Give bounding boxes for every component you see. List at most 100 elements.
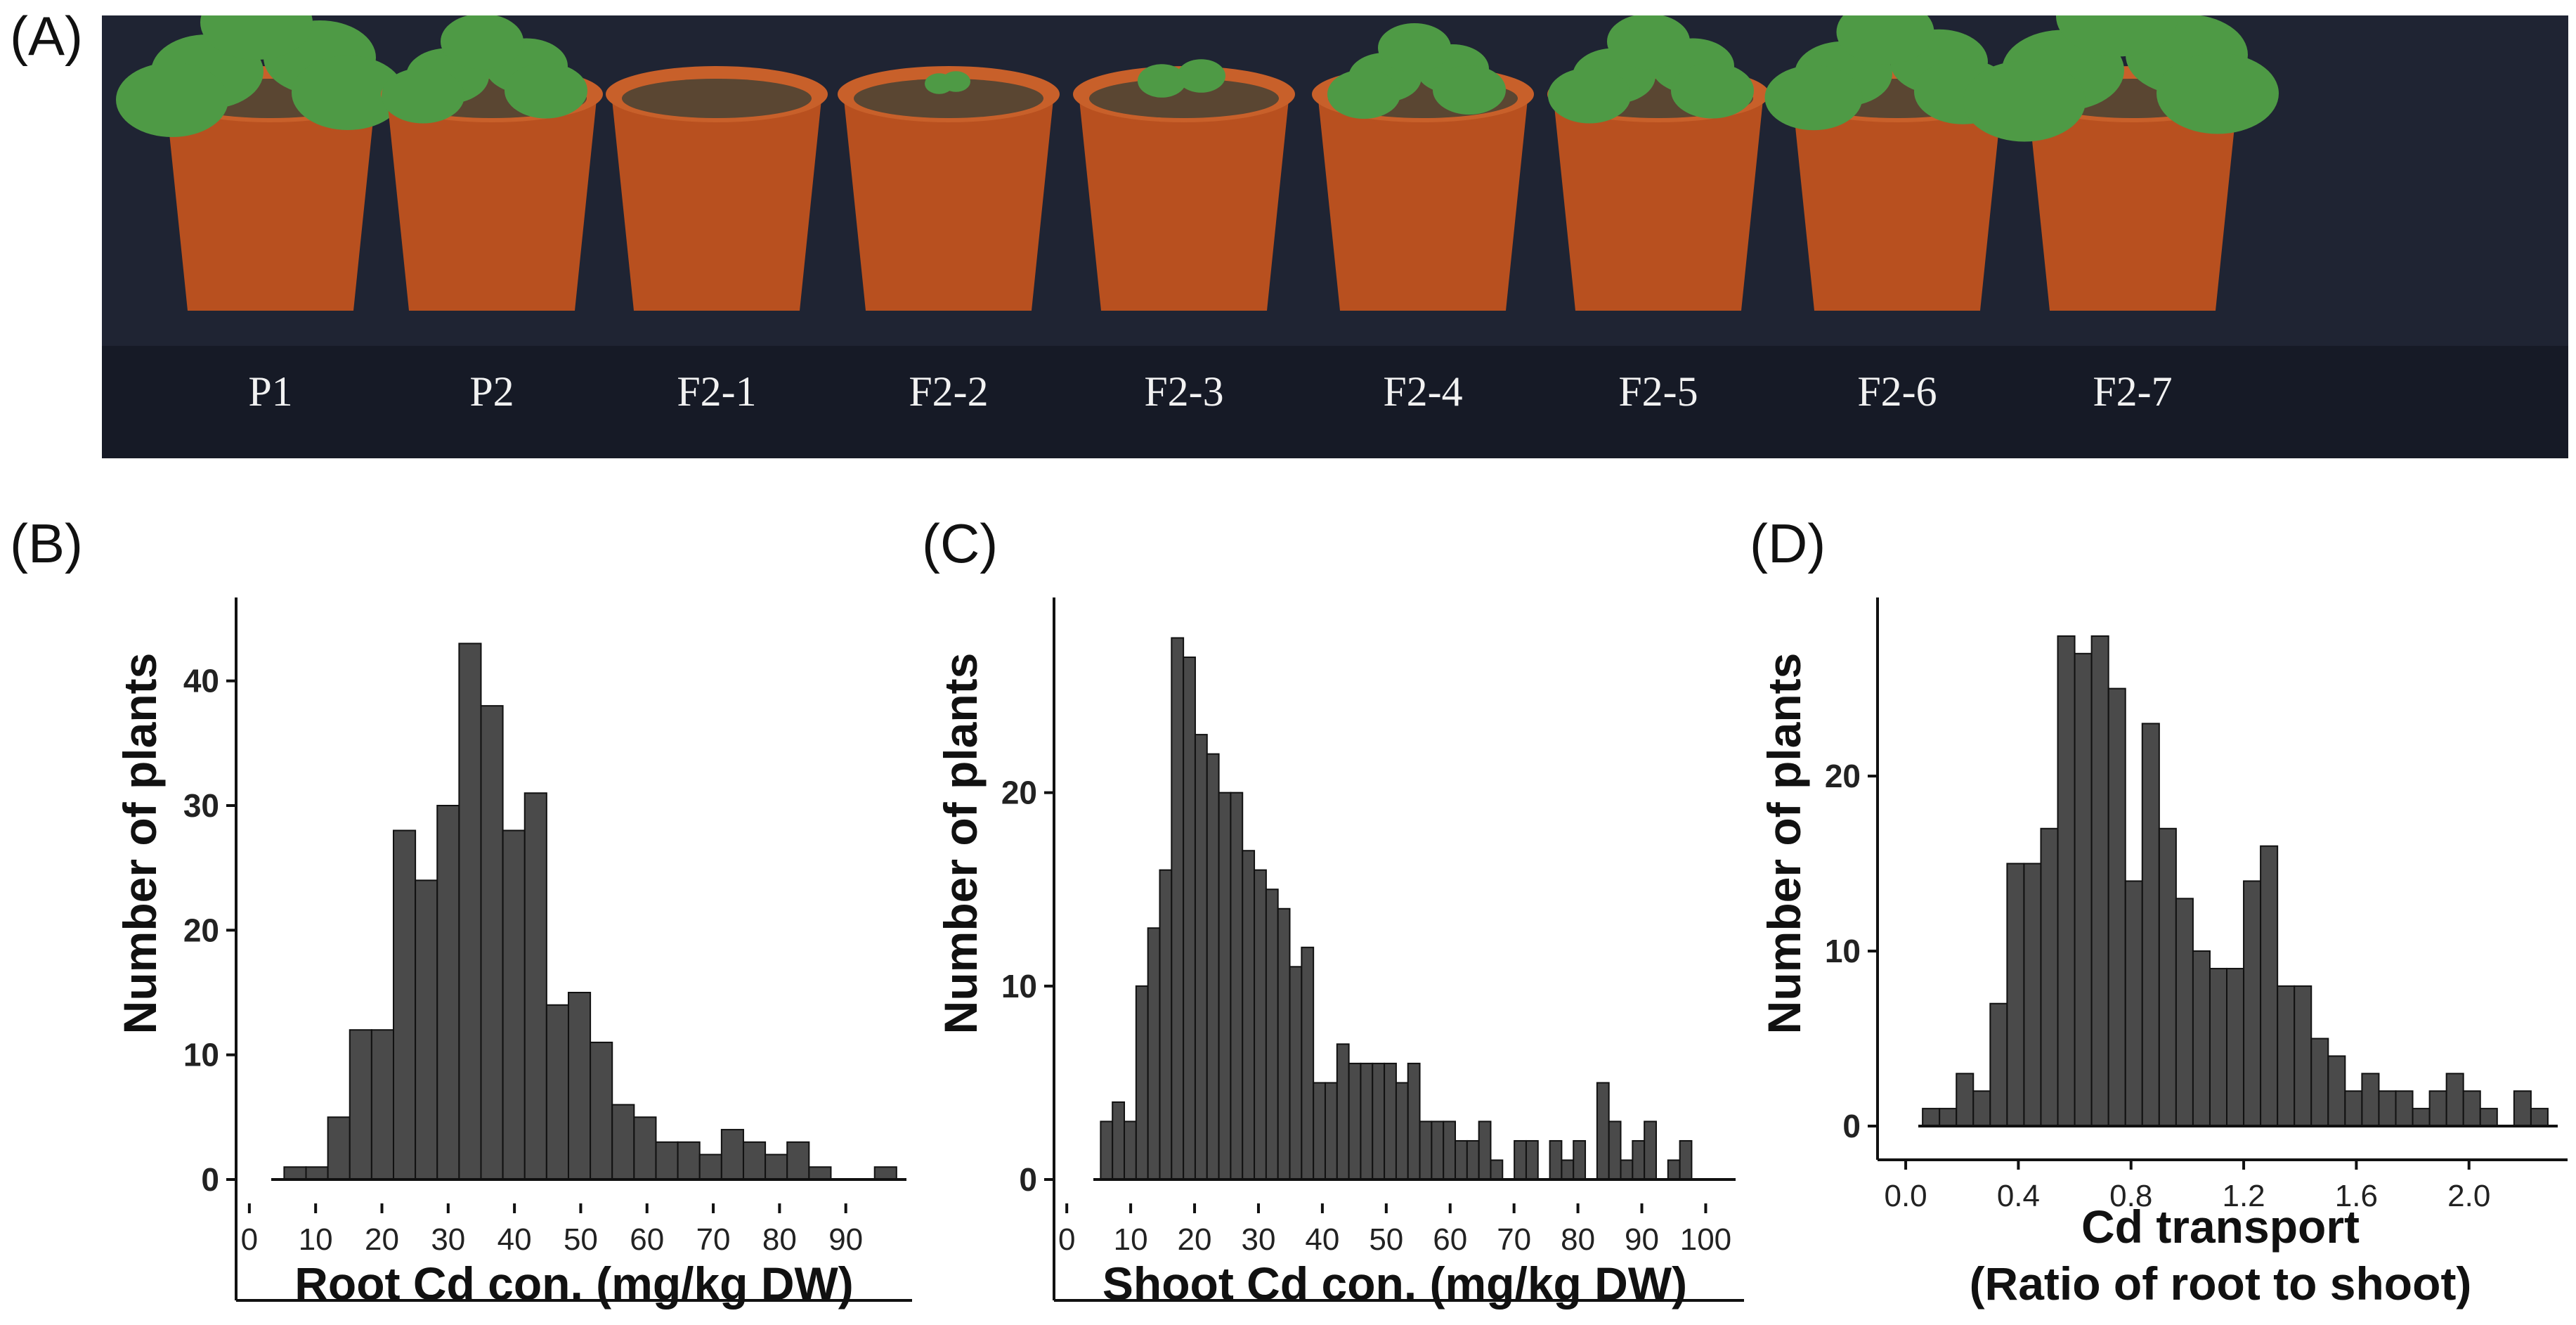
pot-body xyxy=(1318,93,1528,311)
histogram-bar xyxy=(611,1104,635,1180)
y-tick-label: 40 xyxy=(183,663,219,699)
histogram-bar xyxy=(1112,1101,1126,1180)
panel-label-d: (D) xyxy=(1750,512,1826,574)
y-tick-label: 10 xyxy=(1001,968,1037,1004)
pot-f2-7: F2-7 xyxy=(1963,15,2279,415)
histogram-bar xyxy=(590,1041,613,1181)
histogram-bar xyxy=(1254,869,1267,1180)
pot-f2-5: F2-5 xyxy=(1547,15,1769,415)
histogram-bar xyxy=(698,1153,722,1180)
histogram-bar xyxy=(1384,1062,1397,1181)
x-tick-label: 1.2 xyxy=(2222,1179,2265,1213)
histogram-bar xyxy=(2344,1090,2363,1127)
histogram-bar xyxy=(283,1166,307,1181)
histogram-bar xyxy=(2192,950,2211,1127)
ticks-root-cd: 0 10 20 30 40 50 60 70 80 90 0 10 20 30 40 xyxy=(183,663,863,1257)
histogram-bar xyxy=(327,1116,351,1181)
ticks-shoot-cd: 0 10 20 30 40 50 60 70 80 90 100 0 10 20 xyxy=(1001,775,1731,1257)
x-tick-label: 20 xyxy=(365,1222,399,1257)
histogram-shoot-cd: 0 10 20 30 40 50 60 70 80 90 100 0 10 20 Shoot Cd con… xyxy=(935,597,1744,1310)
plant-leaf xyxy=(1764,65,1863,131)
pot-soil xyxy=(622,79,812,118)
plant-pots-photo: P1 P2 F2-1 F2-2 F2-3 F2-4 F2-5 F2-6 F2-7 xyxy=(102,15,2568,458)
histogram-bar xyxy=(2040,827,2059,1127)
panel-label-a: (A) xyxy=(10,5,83,67)
histogram-bar xyxy=(2226,967,2245,1127)
x-tick-label: 0 xyxy=(1058,1222,1075,1257)
histogram-root-cd: 0 10 20 30 40 50 60 70 80 90 0 10 20 30 40 Root Cd con… xyxy=(114,597,912,1310)
histogram-bar xyxy=(545,1004,569,1180)
histogram-bar xyxy=(1972,1090,1991,1127)
y-axis-label-root-cd: Number of plants xyxy=(114,653,166,1035)
pot-body xyxy=(165,93,376,311)
histogram-bar xyxy=(2310,1038,2329,1127)
histogram-bar xyxy=(1431,1120,1445,1180)
x-tick-label: 60 xyxy=(1433,1222,1467,1257)
bars-cd-transport xyxy=(1922,635,2549,1127)
plant-leaf xyxy=(1671,63,1754,119)
histogram-bar xyxy=(1183,657,1196,1180)
pot-label: F2-6 xyxy=(1857,368,1937,415)
x-tick-label: 10 xyxy=(1114,1222,1148,1257)
histogram-bar xyxy=(1989,1002,2008,1127)
x-tick-label: 40 xyxy=(1305,1222,1339,1257)
histogram-bar xyxy=(2277,985,2296,1127)
histogram-bar xyxy=(1194,734,1208,1180)
x-tick-label: 50 xyxy=(564,1222,598,1257)
pot-body xyxy=(1792,93,2003,311)
histogram-bar xyxy=(1206,753,1220,1181)
histogram-bar xyxy=(720,1129,744,1180)
y-tick-label: 10 xyxy=(183,1037,219,1073)
histogram-bar xyxy=(1922,1108,1941,1127)
histogram-bar xyxy=(1573,1139,1587,1181)
x-tick-label: 10 xyxy=(299,1222,333,1257)
histogram-bar xyxy=(567,992,592,1180)
x-tick-label: 70 xyxy=(1497,1222,1531,1257)
histogram-bar xyxy=(1419,1120,1433,1180)
histogram-bar xyxy=(1360,1062,1374,1181)
plant-leaf xyxy=(292,56,404,130)
x-tick-label: 90 xyxy=(828,1222,863,1257)
pot-body xyxy=(1553,93,1764,311)
x-tick-label: 40 xyxy=(497,1222,532,1257)
histogram-bar xyxy=(1455,1139,1468,1181)
y-tick-label: 0 xyxy=(201,1161,219,1198)
histogram-cd-transport: 0.0 0.4 0.8 1.2 1.6 2.0 0 10 20 Cd transport (Ra… xyxy=(1758,597,2568,1310)
histogram-bar xyxy=(1218,791,1232,1180)
bars-root-cd xyxy=(283,642,897,1181)
histogram-bar xyxy=(1443,1120,1457,1180)
histogram-bar xyxy=(1466,1139,1480,1181)
pot-f2-2: F2-2 xyxy=(838,66,1060,415)
histogram-bar xyxy=(2209,967,2228,1127)
pot-body xyxy=(843,93,1054,311)
histogram-bar xyxy=(765,1153,788,1180)
y-tick-label: 20 xyxy=(1825,758,1861,794)
histogram-bar xyxy=(1277,907,1291,1181)
histogram-bar xyxy=(1336,1043,1350,1180)
histogram-bar xyxy=(1956,1073,1975,1127)
plant-leaf xyxy=(200,15,313,60)
histogram-bar xyxy=(1313,1082,1326,1181)
histogram-bar xyxy=(1289,966,1303,1180)
histogram-bar xyxy=(2530,1108,2549,1127)
histogram-bar xyxy=(1632,1139,1646,1181)
x-tick-label: 0.4 xyxy=(1997,1179,2040,1213)
x-tick-label: 90 xyxy=(1625,1222,1659,1257)
histogram-bar xyxy=(523,792,547,1181)
plant-leaf xyxy=(382,67,464,124)
y-axis-label-shoot-cd: Number of plants xyxy=(935,653,987,1035)
histogram-bar xyxy=(1147,927,1161,1181)
histogram-bar xyxy=(1230,791,1244,1180)
histogram-bar xyxy=(873,1166,897,1181)
plant-leaf xyxy=(2056,15,2178,57)
histogram-bar xyxy=(1525,1139,1539,1181)
panel-label-c: (C) xyxy=(922,512,998,574)
x-tick-label: 80 xyxy=(1561,1222,1595,1257)
histogram-bar xyxy=(655,1141,679,1181)
histogram-bar xyxy=(1939,1108,1958,1127)
histogram-bar xyxy=(1159,869,1173,1180)
histogram-bar xyxy=(2057,635,2076,1127)
histogram-bar xyxy=(2361,1073,2380,1127)
histogram-bar xyxy=(742,1141,767,1181)
histogram-bar xyxy=(1301,946,1315,1180)
